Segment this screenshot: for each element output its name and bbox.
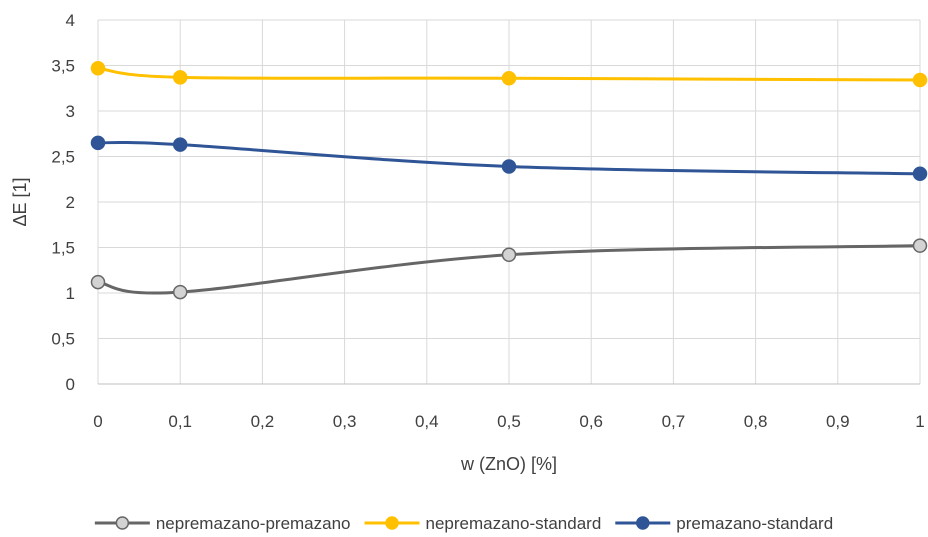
x-tick-label: 0,3	[333, 412, 357, 431]
data-point-premazano-standard	[172, 137, 188, 152]
series-lines	[96, 66, 922, 295]
x-tick-label: 0,4	[415, 412, 439, 431]
legend-label: nepremazano-premazano	[156, 514, 351, 533]
data-point-nepremazano-premazano	[912, 238, 928, 253]
y-tick-label: 3	[66, 102, 75, 121]
x-tick-label: 0,2	[251, 412, 275, 431]
x-tick-label: 0,9	[826, 412, 850, 431]
legend-label: premazano-standard	[676, 514, 833, 533]
y-tick-label: 1,5	[51, 239, 75, 258]
y-axis-title: ΔE [1]	[10, 177, 30, 226]
x-tick-label: 1	[915, 412, 924, 431]
y-tick-label: 2,5	[51, 148, 75, 167]
data-point-premazano-standard	[912, 166, 928, 182]
y-tick-label: 4	[66, 11, 75, 30]
data-point-premazano-standard	[501, 159, 517, 174]
legend-marker-nepremazano-standard	[385, 516, 399, 530]
legend-item: nepremazano-standard	[364, 514, 602, 533]
data-point-nepremazano-premazano	[172, 284, 188, 300]
y-tick-label: 0	[66, 375, 75, 394]
data-point-nepremazano-standard	[90, 60, 106, 76]
x-tick-label: 0,8	[744, 412, 768, 431]
series-line-nepremazano-standard	[96, 66, 922, 82]
legend-item: premazano-standard	[615, 514, 833, 533]
legend: nepremazano-premazano nepremazano-standar…	[94, 514, 833, 533]
x-tick-label: 0,1	[168, 412, 192, 431]
data-point-nepremazano-premazano	[90, 274, 106, 290]
legend-label: nepremazano-standard	[426, 514, 602, 533]
x-tick-label: 0	[93, 412, 102, 431]
y-tick-label: 0,5	[51, 330, 75, 349]
legend-marker-premazano-standard	[636, 516, 650, 530]
series-line-nepremazano-premazano	[96, 244, 922, 295]
series-points	[90, 60, 928, 300]
data-point-nepremazano-premazano	[501, 247, 517, 263]
x-tick-label: 0,6	[579, 412, 603, 431]
y-tick-label: 3,5	[51, 57, 75, 76]
legend-marker-nepremazano-premazano	[115, 516, 130, 530]
x-tick-label: 0,7	[662, 412, 686, 431]
x-tick-label: 0,5	[497, 412, 521, 431]
x-axis-title: w (ZnO) [%]	[460, 454, 557, 474]
legend-item: nepremazano-premazano	[94, 514, 351, 533]
data-point-nepremazano-standard	[172, 70, 188, 85]
data-point-premazano-standard	[90, 135, 106, 151]
x-axis-ticks: 0 0,1 0,2 0,3 0,4 0,5 0,6 0,7 0,8 0,9 1	[93, 412, 924, 431]
data-point-nepremazano-standard	[501, 70, 517, 86]
series-line-premazano-standard	[96, 140, 922, 176]
chart-grid	[97, 19, 921, 384]
y-tick-label: 2	[66, 193, 75, 212]
data-point-nepremazano-standard	[912, 72, 928, 88]
y-axis-ticks: 0 0,5 1 1,5 2 2,5 3 3,5 4	[51, 11, 75, 394]
y-tick-label: 1	[66, 284, 75, 303]
